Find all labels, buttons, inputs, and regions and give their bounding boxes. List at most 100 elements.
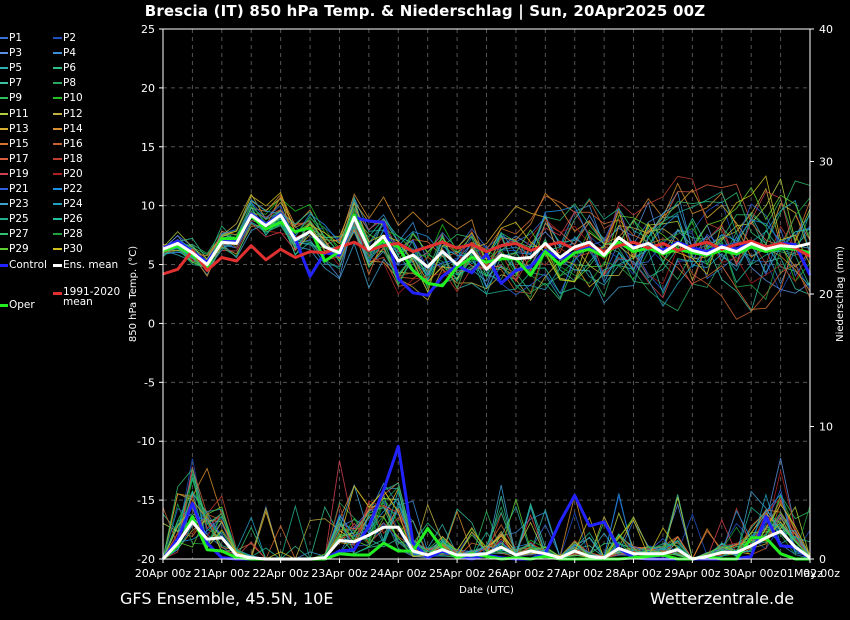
- legend-swatch: [53, 291, 62, 295]
- legend-item-p8: P8: [53, 77, 76, 89]
- legend-swatch: [0, 142, 8, 145]
- legend-label: P15: [9, 137, 29, 150]
- legend-label: Ens. mean: [63, 259, 119, 271]
- legend-swatch: [0, 218, 8, 221]
- x-tick-label: 26Apr 00z: [488, 567, 545, 580]
- legend-item-p14: P14: [53, 123, 83, 135]
- y-left-tick-label: -10: [137, 435, 155, 448]
- y-right-tick-label: 0: [819, 553, 826, 566]
- legend-item-p7: P7: [0, 77, 22, 89]
- legend-swatch: [53, 142, 62, 145]
- legend-label: P26: [63, 213, 83, 226]
- y-right-tick-label: 20: [819, 288, 833, 301]
- legend-swatch: [0, 233, 8, 236]
- legend-label: P6: [63, 62, 77, 75]
- legend-label: P8: [63, 77, 77, 90]
- y-left-tick-label: 25: [141, 23, 155, 36]
- legend-label: P1: [9, 32, 23, 44]
- legend-item-p23: P23: [0, 198, 29, 210]
- legend-label: P22: [63, 183, 83, 195]
- legend-label: P25: [9, 213, 29, 226]
- y-axis-right-label: Niederschlag (mm): [835, 246, 846, 342]
- legend-label: P23: [9, 198, 29, 211]
- y-left-tick-label: 15: [141, 141, 155, 154]
- chart-title: Brescia (IT) 850 hPa Temp. & Niederschla…: [144, 2, 706, 20]
- legend-item-p20: P20: [53, 168, 83, 180]
- legend-item-p18: P18: [53, 153, 83, 165]
- y-right-tick-label: 40: [819, 23, 833, 36]
- x-tick-label: 20Apr 00z: [135, 567, 192, 580]
- x-tick-label: 24Apr 00z: [370, 567, 427, 580]
- legend-swatch: [53, 82, 62, 85]
- legend-swatch: [53, 218, 62, 221]
- legend-item-oper: Oper: [0, 299, 35, 311]
- legend-swatch: [53, 172, 62, 175]
- legend-swatch: [53, 188, 62, 190]
- legend-item-ens-mean: Ens. mean: [53, 259, 118, 271]
- x-tick-label: 23Apr 00z: [311, 567, 368, 580]
- legend-label: P30: [63, 243, 83, 256]
- legend-label: P14: [63, 122, 83, 135]
- legend-swatch: [53, 233, 62, 236]
- legend-item-p24: P24: [53, 198, 83, 210]
- legend-label: P21: [9, 183, 29, 195]
- legend-item-p25: P25: [0, 213, 29, 225]
- legend-item-p26: P26: [53, 213, 83, 225]
- legend-label: P18: [63, 152, 83, 165]
- ensemble-temp-line: [162, 175, 811, 294]
- ens-mean-temp-line: [162, 213, 811, 271]
- legend-label: P5: [9, 62, 23, 75]
- legend-swatch: [0, 97, 8, 100]
- legend-label: P2: [63, 32, 77, 44]
- legend-item-p27: P27: [0, 228, 29, 240]
- legend-item-p19: P19: [0, 168, 29, 180]
- chart-legend: P1 P2 P3 P4 P5 P6 P7 P8 P9 P10 P11 P12 P13 P14 P15 P16 P…: [0, 30, 140, 330]
- legend-swatch: [0, 67, 8, 70]
- legend-swatch: [53, 127, 62, 130]
- legend-item-p13: P13: [0, 123, 29, 135]
- legend-item-p1: P1: [0, 32, 22, 44]
- legend-item-climate-mean: 1991-2020 mean: [53, 287, 125, 307]
- legend-swatch: [53, 67, 62, 70]
- legend-swatch: [0, 37, 8, 39]
- legend-swatch: [53, 37, 62, 39]
- legend-item-p29: P29: [0, 243, 29, 255]
- legend-label: P27: [9, 228, 29, 241]
- ensemble-temp-line: [162, 199, 811, 308]
- legend-swatch: [0, 263, 8, 267]
- legend-swatch: [53, 52, 62, 55]
- y-axis-left-label: 850 hPa Temp. (°C): [128, 246, 139, 342]
- legend-item-p17: P17: [0, 153, 29, 165]
- y-left-tick-label: 10: [141, 200, 155, 213]
- legend-item-p9: P9: [0, 92, 22, 104]
- climate-mean-line: [162, 239, 811, 276]
- legend-item-p30: P30: [53, 243, 83, 255]
- plot-frame: [162, 28, 811, 560]
- legend-label: Oper: [9, 299, 35, 311]
- legend-item-p2: P2: [53, 32, 76, 44]
- legend-swatch: [53, 112, 62, 115]
- legend-item-p16: P16: [53, 138, 83, 150]
- x-tick-label: 28Apr 00z: [605, 567, 662, 580]
- x-axis-label: Date (UTC): [459, 585, 514, 596]
- y-left-tick-label: 0: [148, 317, 155, 330]
- y-right-tick-label: 30: [819, 156, 833, 169]
- legend-label: P24: [63, 198, 83, 211]
- model-info: GFS Ensemble, 45.5N, 10E: [120, 589, 334, 608]
- legend-item-p10: P10: [53, 92, 83, 104]
- legend-swatch: [0, 82, 8, 85]
- legend-swatch: [0, 127, 8, 130]
- legend-item-p22: P22: [53, 183, 83, 195]
- y-left-tick-label: 20: [141, 82, 155, 95]
- y-left-tick-label: -5: [144, 376, 155, 389]
- legend-swatch: [0, 52, 8, 55]
- legend-swatch: [53, 97, 62, 100]
- legend-label: P9: [9, 92, 23, 105]
- legend-item-p3: P3: [0, 47, 22, 59]
- legend-label: P7: [9, 77, 23, 90]
- legend-swatch: [0, 157, 8, 160]
- x-tick-label: 22Apr 00z: [252, 567, 309, 580]
- legend-label: P29: [9, 243, 29, 256]
